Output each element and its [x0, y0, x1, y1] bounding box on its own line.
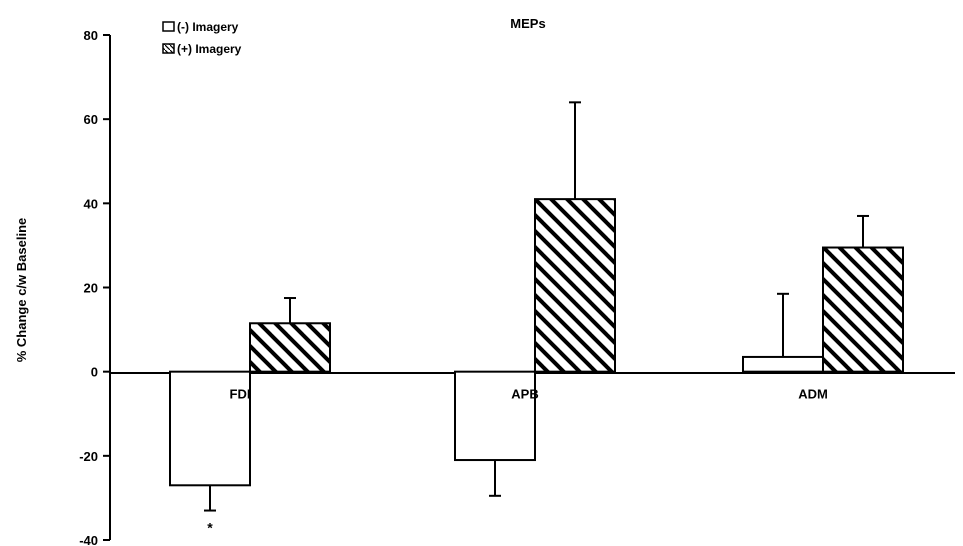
bar-adm-neg-imagery [742, 355, 824, 373]
category-labels: FDI APB ADM [230, 387, 828, 402]
legend: (-) Imagery (+) Imagery [162, 20, 242, 56]
legend-swatch-pos-imagery [162, 43, 175, 54]
legend-label-neg-imagery: (-) Imagery [177, 20, 239, 34]
y-tick-label: -20 [79, 449, 98, 464]
chart-title: MEPs [510, 16, 545, 31]
bar-apb-neg-imagery [454, 370, 536, 462]
bar-apb-pos-imagery [534, 198, 616, 373]
bar-fdi-neg-imagery [169, 370, 251, 487]
y-tick-label: 80 [84, 28, 98, 43]
y-tick-label: 60 [84, 112, 98, 127]
y-tick-label: 20 [84, 281, 98, 296]
significance-marker: * [207, 520, 213, 536]
legend-label-pos-imagery: (+) Imagery [177, 42, 242, 56]
y-tick-label: -40 [79, 533, 98, 546]
bar-adm-pos-imagery [822, 246, 904, 373]
y-tick-label: 0 [91, 365, 98, 380]
category-label-fdi: FDI [230, 387, 251, 402]
bars [169, 101, 904, 512]
legend-swatch-neg-imagery [162, 21, 175, 32]
bar-fdi-pos-imagery [249, 322, 331, 373]
category-label-apb: APB [511, 387, 538, 402]
y-ticks: 80 60 40 20 0 -20 -40 [79, 28, 110, 546]
y-axis-label: % Change c/w Baseline [14, 218, 29, 363]
y-tick-label: 40 [84, 196, 98, 211]
category-label-adm: ADM [798, 387, 828, 402]
annotations: * [207, 520, 213, 536]
